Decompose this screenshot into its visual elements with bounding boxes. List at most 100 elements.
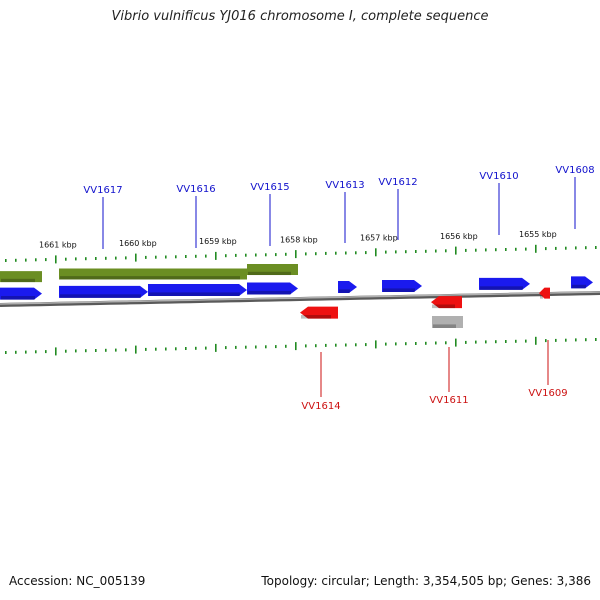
gene-label-bottom: VV1611 — [429, 395, 468, 406]
top-scale-tick — [315, 252, 317, 256]
bottom-scale-tick — [345, 343, 347, 347]
scale-label: 1656 kbp — [440, 232, 478, 241]
top-scale-tick — [515, 247, 517, 251]
top-scale-tick — [365, 251, 367, 255]
bottom-scale-tick — [155, 347, 157, 351]
bottom-scale-tick — [205, 346, 207, 350]
forward-gene-shade — [480, 286, 523, 290]
reverse-gene — [300, 306, 338, 319]
bottom-scale-tick — [255, 345, 257, 349]
bottom-scale-tick — [595, 338, 597, 341]
top-scale-tick — [455, 246, 457, 255]
forward-gene — [0, 287, 42, 300]
bottom-scale-tick — [245, 345, 247, 349]
bottom-scale-tick — [65, 349, 67, 353]
top-scale-tick — [265, 253, 267, 257]
top-scale-tick — [145, 255, 147, 259]
bottom-scale-tick — [75, 349, 77, 353]
bottom-scale-tick — [375, 340, 377, 349]
reverse-gene-shade — [301, 315, 331, 319]
forward-gene-shade — [383, 288, 415, 292]
bottom-scale-tick — [175, 347, 177, 351]
forward-gene — [247, 282, 298, 295]
bottom-scale-tick — [195, 346, 197, 350]
pseudo-gene-shade — [433, 324, 456, 328]
operon-bar — [0, 271, 42, 283]
gene-label-bottom: VV1614 — [301, 401, 340, 412]
operon-bar — [247, 264, 298, 276]
bottom-scale-tick — [115, 348, 117, 352]
top-scale-tick — [465, 248, 467, 252]
bottom-scale-tick — [325, 343, 327, 347]
bottom-scale-tick — [545, 339, 547, 343]
forward-gene-shade — [60, 294, 141, 298]
top-scale-tick — [155, 255, 157, 259]
gene-label-top: VV1617 — [83, 185, 122, 196]
top-scale-tick — [85, 257, 87, 261]
top-scale-tick — [65, 257, 67, 261]
top-scale-tick — [475, 248, 477, 252]
bottom-scale-tick — [15, 350, 17, 354]
reverse-gene — [431, 296, 462, 309]
bottom-scale-tick — [185, 347, 187, 350]
forward-gene — [338, 281, 357, 294]
pseudo-gene — [432, 316, 463, 329]
bottom-scale-tick — [315, 344, 317, 348]
gene-label-top: VV1615 — [250, 182, 289, 193]
bottom-scale-tick — [505, 340, 507, 343]
top-scale-tick — [555, 246, 557, 250]
forward-gene — [148, 284, 247, 297]
bottom-scale-tick — [585, 338, 587, 342]
bottom-scale-tick — [495, 340, 497, 344]
top-scale-tick — [425, 249, 427, 253]
bottom-scale-tick — [335, 343, 337, 347]
bottom-scale-tick — [385, 342, 387, 346]
top-scale-tick — [535, 244, 537, 253]
top-scale-tick — [55, 255, 57, 264]
top-scale-tick — [175, 255, 177, 259]
bottom-scale-tick — [535, 336, 537, 345]
top-scale-tick — [255, 253, 257, 257]
top-scale-tick — [195, 254, 197, 258]
top-scale-tick — [245, 253, 247, 257]
top-scale-tick — [565, 246, 567, 250]
top-scale-tick — [75, 257, 77, 261]
bottom-scale-tick — [455, 338, 457, 347]
bottom-scale-tick — [485, 340, 487, 344]
gene-label-top: VV1610 — [479, 171, 518, 182]
top-scale-tick — [15, 258, 17, 262]
bottom-scale-tick — [425, 341, 427, 345]
bottom-scale-tick — [365, 343, 367, 347]
top-scale-tick — [35, 258, 37, 262]
top-scale-tick — [115, 256, 117, 260]
bottom-scale-tick — [35, 350, 37, 354]
bottom-scale-tick — [475, 340, 477, 344]
top-scale-tick — [585, 246, 587, 250]
genome-summary-text: Topology: circular; Length: 3,354,505 bp… — [261, 574, 591, 588]
top-scale-tick — [495, 248, 497, 252]
bottom-scale-tick — [275, 345, 277, 349]
top-scale-tick — [405, 250, 407, 254]
top-scale-tick — [345, 251, 347, 255]
forward-gene-shade — [248, 290, 291, 295]
top-scale-tick — [545, 247, 547, 251]
scale-label: 1658 kbp — [280, 235, 318, 244]
bottom-scale-tick — [225, 346, 227, 350]
scale-label: 1659 kbp — [199, 237, 237, 246]
top-scale-tick — [275, 253, 277, 257]
top-scale-tick — [375, 248, 377, 257]
top-scale-tick — [225, 254, 227, 258]
map-title: Vibrio vulnificus YJ016 chromosome I, co… — [111, 9, 489, 24]
bottom-scale-tick — [525, 339, 527, 343]
forward-gene-shade — [1, 296, 35, 300]
operon-bar-shade — [60, 276, 240, 280]
top-scale-tick — [235, 253, 237, 257]
bottom-scale-tick — [445, 341, 447, 345]
gene-label-top: VV1608 — [555, 165, 594, 176]
top-scale-tick — [325, 251, 327, 255]
top-scale-tick — [525, 247, 527, 251]
bottom-scale-tick — [135, 345, 137, 354]
top-scale-tick — [355, 251, 357, 255]
top-scale-tick — [445, 249, 447, 253]
